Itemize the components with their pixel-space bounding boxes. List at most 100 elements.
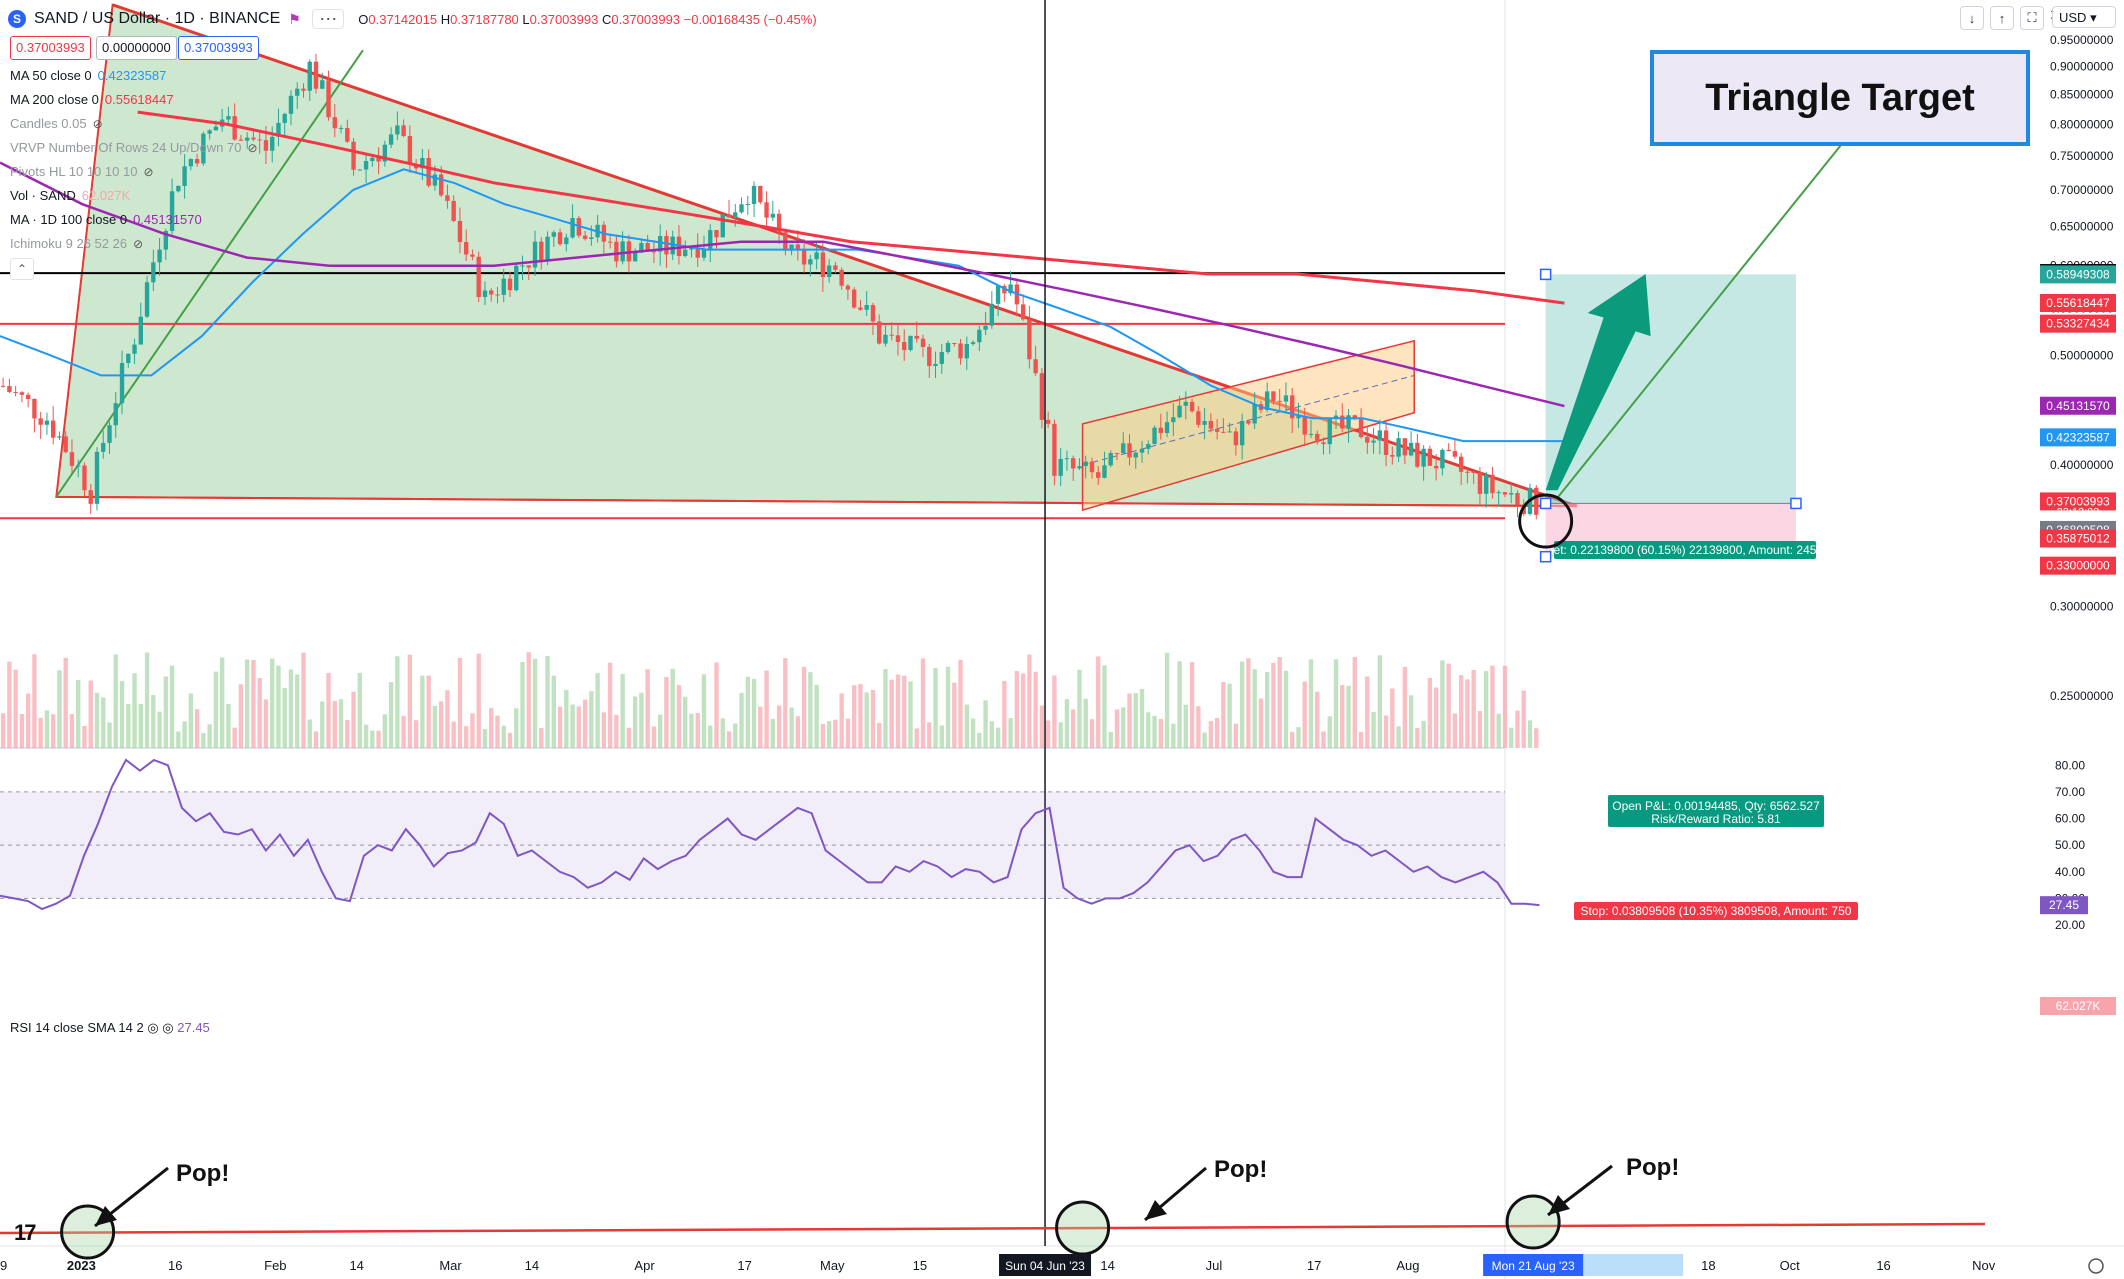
hidden-eye-icon: ⊘ (247, 141, 258, 155)
volume-bar (1258, 698, 1264, 748)
currency-select[interactable]: USD ▾ (2052, 6, 2116, 28)
candle-body (589, 237, 594, 239)
candle-body (182, 166, 187, 186)
volume-bar (826, 721, 832, 748)
candle-body (382, 144, 388, 162)
rsi-tick-label: 70.00 (2055, 785, 2085, 799)
indicator-row[interactable]: MA · 1D 100 close 0 0.45131570 (10, 208, 258, 232)
rising-channel (1081, 339, 1415, 512)
volume-bar (1421, 720, 1426, 748)
candle-body (895, 335, 901, 343)
candle-body (808, 259, 813, 265)
volume-bar (19, 714, 25, 748)
candle-body (877, 321, 882, 344)
candle-body (395, 125, 400, 135)
arrow-up-icon[interactable]: ↑ (1990, 6, 2014, 30)
candle-body (1183, 401, 1189, 406)
time-tick-label: Aug (1396, 1258, 1419, 1273)
volume-bar (464, 726, 469, 748)
volume-bar (1340, 684, 1345, 748)
volume-bar (1415, 728, 1420, 748)
indicator-value: 0.45131570 (133, 212, 202, 227)
indicator-row[interactable]: VRVP Number Of Rows 24 Up/Down 70 ⊘ (10, 136, 258, 160)
indicator-row[interactable]: Vol · SAND 62.027K (10, 184, 258, 208)
candle-body (313, 61, 319, 89)
candle-body (113, 403, 118, 426)
volume-bar (689, 713, 694, 748)
volume-bar (1139, 688, 1145, 748)
time-tick-label: Feb (264, 1258, 286, 1273)
indicator-row[interactable]: MA 200 close 0 0.55618447 (10, 88, 258, 112)
volume-bar (101, 697, 106, 748)
volume-bar (1509, 727, 1514, 748)
candle-body (1164, 422, 1170, 434)
indicator-row[interactable]: MA 50 close 0 0.42323587 (10, 64, 258, 88)
candle-body (7, 386, 12, 392)
candle-body (232, 116, 237, 140)
sell-price-box[interactable]: 0.37003993 (10, 36, 91, 60)
triangle-target-label[interactable]: Triangle Target (1650, 50, 2030, 146)
indicator-row[interactable]: Pivots HL 10 10 10 10 ⊘ (10, 160, 258, 184)
arrow-down-icon[interactable]: ↓ (1960, 6, 1984, 30)
eye-icon: ◎ ◎ (147, 1020, 174, 1035)
candle-body (1358, 419, 1364, 438)
candle-body (726, 214, 732, 218)
volume-bar (1108, 731, 1113, 748)
volume-bar (1089, 719, 1095, 748)
rsi-legend[interactable]: RSI 14 close SMA 14 2 ◎ ◎ 27.45 (10, 1020, 210, 1035)
candle-body (1227, 431, 1232, 433)
volume-bar (770, 718, 776, 748)
volume-bar (708, 725, 713, 748)
volume-bar (939, 725, 944, 748)
volume-bar (1264, 672, 1270, 748)
candle-body (1271, 391, 1276, 401)
symbol-title[interactable]: SAND / US Dollar · 1D · BINANCE (34, 10, 281, 27)
candle-body (132, 344, 137, 354)
fullscreen-icon[interactable]: ⛶ (2020, 6, 2044, 30)
rsi-last-bg (2040, 896, 2088, 915)
volume-bar (1196, 706, 1201, 748)
price-label: 62.027K (2056, 999, 2101, 1013)
candle-body (82, 465, 87, 491)
volume-bar (952, 682, 957, 748)
candle-body (545, 236, 550, 261)
volume-bar (795, 716, 801, 748)
time-tick-label: 14 (349, 1258, 363, 1273)
pop-arrowhead-1 (1145, 1200, 1167, 1220)
collapse-legend-button[interactable]: ⌃ (10, 258, 34, 280)
high-value: 0.37187780 (450, 11, 519, 27)
volume-bar (1271, 662, 1276, 748)
time-tick-label: 16 (168, 1258, 182, 1273)
volume-bar (551, 675, 556, 748)
candle-body (169, 191, 175, 231)
candle-body (1321, 442, 1326, 445)
candle-body (1452, 451, 1458, 457)
rsi-support-line (0, 1222, 1986, 1235)
candle-body (1002, 285, 1007, 294)
candle-body (1077, 466, 1082, 469)
volume-bar (38, 717, 43, 748)
pop-label-2: Pop! (1214, 1156, 1268, 1183)
candle-body (1346, 415, 1351, 429)
candle-body (870, 304, 876, 322)
volume-bar (933, 667, 938, 748)
indicator-row[interactable]: Ichimoku 9 26 52 26 ⊘ (10, 232, 258, 256)
price-label: 0.53327434 (2046, 317, 2110, 331)
candle-body (657, 236, 663, 252)
volume-bar (1127, 693, 1132, 748)
volume-bar (501, 725, 506, 748)
candle-body (151, 262, 156, 283)
rsi-last-label: 27.45 (2049, 898, 2079, 912)
buy-price-box[interactable]: 0.37003993 (178, 36, 259, 60)
volume-bar (357, 672, 363, 748)
candle-body (676, 236, 682, 257)
volume-bar (1202, 732, 1207, 748)
more-options-button[interactable]: ⋯ (312, 9, 345, 29)
volume-bar (445, 690, 450, 748)
volume-bar (526, 652, 531, 748)
indicator-row[interactable]: Candles 0.05 ⊘ (10, 112, 258, 136)
flag-icon[interactable]: ⚑ (288, 11, 301, 27)
volume-bar (263, 699, 269, 748)
